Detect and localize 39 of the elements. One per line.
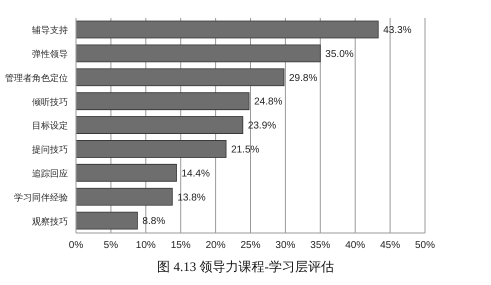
- x-tick-label: 15%: [170, 240, 191, 252]
- x-tick-label: 25%: [240, 240, 261, 252]
- bar: [76, 140, 226, 158]
- bar: [76, 68, 284, 86]
- bar: [76, 188, 173, 206]
- x-tick-label: 5%: [104, 240, 118, 252]
- data-label: 23.9%: [248, 120, 276, 132]
- x-tick-label: 40%: [345, 240, 366, 252]
- data-label: 21.5%: [231, 144, 260, 156]
- y-tick-label: 辅导支持: [32, 25, 68, 36]
- y-tick-label: 弹性领导: [32, 49, 68, 60]
- y-tick-label: 管理者角色定位: [5, 72, 68, 83]
- bar: [76, 92, 250, 110]
- bar: [76, 212, 138, 230]
- bar: [76, 116, 244, 134]
- x-tick-label: 10%: [136, 240, 156, 252]
- bar: [76, 44, 321, 62]
- data-label: 13.8%: [177, 192, 206, 204]
- data-label: 14.4%: [182, 168, 210, 180]
- bar: [76, 20, 379, 38]
- x-tick-label: 45%: [380, 240, 400, 252]
- x-tick-label: 50%: [414, 240, 436, 252]
- y-tick-label: 观察技巧: [32, 216, 68, 226]
- y-tick-label: 目标设定: [32, 120, 68, 131]
- x-tick-label: 30%: [275, 240, 296, 252]
- bar: [76, 164, 177, 182]
- x-tick-label: 0%: [68, 240, 84, 252]
- data-label: 29.8%: [289, 72, 318, 84]
- x-tick-label: 35%: [310, 240, 330, 252]
- data-label: 35.0%: [325, 48, 354, 60]
- y-tick-label: 追踪回应: [32, 168, 68, 178]
- x-tick-label: 20%: [206, 240, 226, 252]
- data-label: 8.8%: [142, 216, 166, 228]
- data-label: 43.3%: [383, 25, 412, 36]
- y-tick-label: 学习同伴经验: [14, 192, 68, 202]
- y-tick-label: 提问技巧: [32, 144, 68, 155]
- y-tick-label: 倾听技巧: [32, 96, 68, 107]
- text: 图 4.13 领导力课程-学习层评估: [156, 258, 335, 276]
- data-label: 24.8%: [254, 96, 283, 108]
